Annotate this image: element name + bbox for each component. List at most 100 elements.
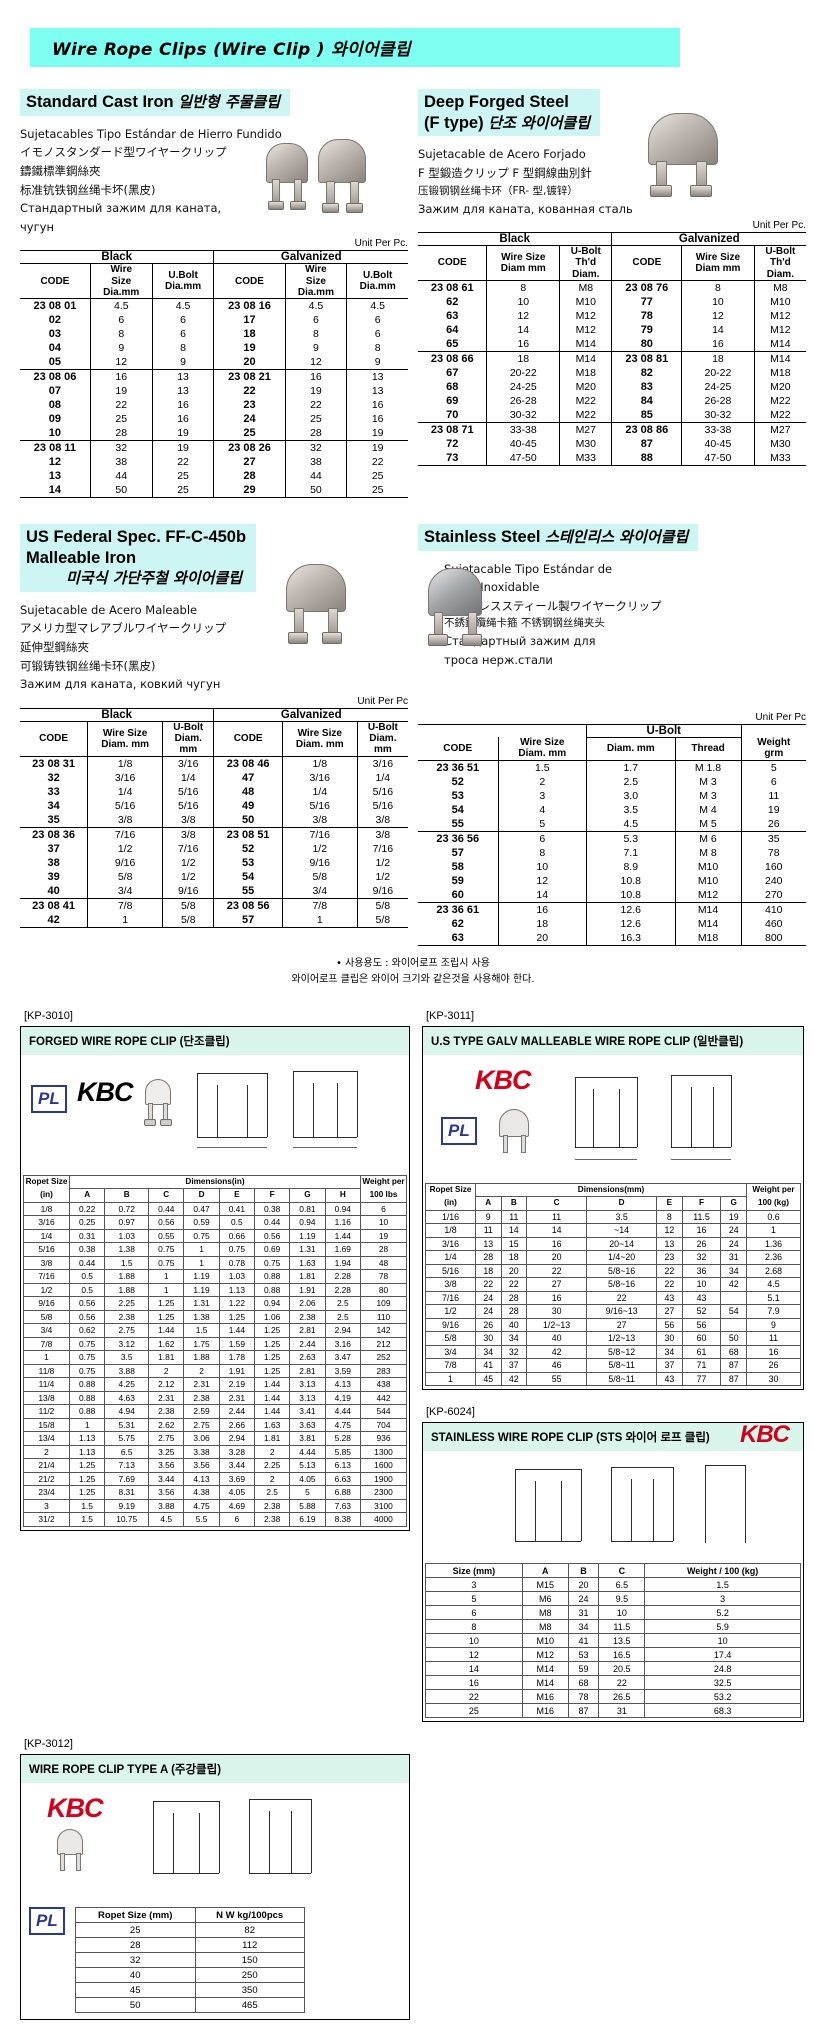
cell-size: 23/4 — [23, 1485, 70, 1500]
cell-value: 1.25 — [218, 1309, 256, 1325]
table-row: 7/8 41 37 46 5/8~11 37 71 87 26 — [425, 1358, 801, 1373]
cell-value: 6.19 — [289, 1512, 326, 1527]
table-row: 31/2 1.5 10.75 4.5 5.5 6 2.38 6.19 8.38 4000 — [23, 1512, 407, 1527]
cell-value: 32.5 — [644, 1675, 801, 1691]
cell-value: 5 — [497, 816, 587, 832]
cell-value: 442 — [360, 1390, 407, 1406]
cell-code: 72 — [446, 437, 459, 450]
cell-value: 1.25 — [148, 1309, 185, 1325]
cell-value: 3/8 — [162, 812, 214, 827]
cell-value: 13 — [151, 368, 214, 384]
cell-code: 03 — [48, 327, 62, 340]
cell-value: 800 — [740, 930, 806, 946]
cell-value: 18 — [500, 1250, 528, 1265]
cell-code: 23 08 61 — [430, 281, 474, 294]
cell-value: 45 — [74, 1982, 196, 1999]
cell-value: 6.5 — [104, 1444, 150, 1460]
cell-value: M12 — [753, 308, 806, 323]
cell-value: 1.25 — [253, 1323, 291, 1338]
col-header: C — [526, 1196, 588, 1211]
cell-value: 23 — [213, 397, 285, 412]
cell-value: 18 — [486, 350, 560, 366]
col-header: Ropet Size (mm) — [74, 1907, 196, 1924]
table-row: 5/8 30 34 40 1/2~13 30 60 50 11 — [425, 1331, 801, 1346]
cell-value: 25 — [89, 411, 153, 426]
cell-value: 22 — [526, 1263, 588, 1279]
cell-value: 2.38 — [289, 1309, 326, 1325]
cell-value: 5.2 — [644, 1605, 801, 1621]
drawing-code: [KP-6024] — [426, 1406, 475, 1419]
cell-value: 150 — [194, 1952, 305, 1969]
cell-size: 15/8 — [23, 1417, 70, 1433]
cell-value: 28 — [475, 1250, 502, 1265]
cell-value: 4.75 — [324, 1417, 362, 1433]
section-title-block: Deep Forged Steel (F type) 단조 와이어클립 — [418, 89, 601, 137]
cell-value: 1.5 — [644, 1577, 801, 1593]
drawing-title: FORGED WIRE ROPE CLIP (단조클립) — [21, 1026, 409, 1055]
cell-value: 78 — [611, 308, 682, 323]
col-header: B — [104, 1188, 150, 1203]
cell-value: 31 — [720, 1250, 747, 1265]
cell-value: 250 — [194, 1967, 305, 1984]
cell-value: 22 — [89, 397, 153, 412]
cell-value: 47-50 — [486, 450, 560, 466]
cell-value: 9/16 — [87, 855, 163, 870]
cell-value: 1.88 — [104, 1282, 150, 1298]
cell-value: 3.25 — [148, 1444, 185, 1460]
cell-value: 1.94 — [324, 1255, 362, 1271]
drawing-row-1: [KP-3010] FORGED WIRE ROPE CLIP (단조클립) P… — [20, 994, 806, 1723]
drawing-box: U.S TYPE GALV MALLEABLE WIRE ROPE CLIP (… — [422, 1025, 804, 1391]
table-body: 1/8 0.22 0.72 0.44 0.47 0.41 0.38 0.81 0.94 6 3/16… — [23, 1201, 407, 1527]
cell-value: 0.75 — [253, 1255, 291, 1271]
cell-value: 3/16 — [356, 756, 408, 771]
cell-size: 9/16 — [425, 1317, 476, 1333]
cell-value: 1/4 — [87, 784, 163, 799]
cell-value: 8 — [497, 845, 587, 860]
col-header: Size (mm) — [425, 1563, 523, 1579]
cell-value: 1.03 — [218, 1269, 256, 1284]
cell-value: 2.38 — [253, 1512, 291, 1527]
sts-col-headers: Size (mm) A B C Weight / 100 (kg) — [425, 1563, 801, 1579]
cell-value: 80 — [611, 336, 682, 352]
cell-value: 7/16 — [87, 826, 163, 842]
table-row: 13 44 25 28 44 25 — [20, 468, 408, 483]
cell-value: 31 — [567, 1605, 600, 1621]
cell-value: 0.94 — [289, 1215, 326, 1230]
cell-value: 55 — [526, 1371, 588, 1387]
cell-value: 1.63 — [253, 1417, 291, 1433]
cell-value: 1 — [746, 1223, 801, 1238]
table-row: 1/8 11 14 14 ~14 12 16 24 1 — [425, 1223, 801, 1238]
cell-value: 16.5 — [598, 1647, 646, 1663]
drawing-title: U.S TYPE GALV MALLEABLE WIRE ROPE CLIP (… — [423, 1026, 803, 1055]
cell-value: 54 — [213, 869, 283, 884]
cell-value: M18 — [559, 365, 612, 380]
cell-code: 39 — [47, 870, 60, 883]
cell-value: 1/2 — [87, 841, 163, 856]
cell-value: 78 — [360, 1269, 407, 1284]
cell-value: 2.06 — [289, 1296, 326, 1311]
cell-value: 28 — [284, 425, 347, 441]
cell-value: 3/16 — [87, 770, 163, 785]
cell-value: 2.31 — [183, 1377, 220, 1392]
col-header: U.Bolt Dia.mm — [346, 263, 408, 299]
cell-value: 1.19 — [183, 1269, 220, 1284]
cell-value: 53 — [567, 1647, 600, 1663]
table-body: 23 08 61 8 M8 23 08 76 8 M8 62 10 M10 77 10 M10 63 12… — [418, 280, 806, 466]
cell-value: 19 — [89, 383, 153, 398]
unit-note: Unit Per Pc. — [354, 238, 408, 250]
section-title-kr: 일반형 주물클립 — [178, 93, 281, 111]
col-header: Wire Size Diam. mm — [497, 737, 587, 761]
drawing-figure: KBC PL — [423, 1054, 803, 1183]
cell-value: 283 — [360, 1363, 407, 1379]
desc-line: アメリカ型マレアブルワイヤークリップ — [20, 621, 227, 636]
cell-value: 11.5 — [681, 1209, 722, 1225]
cell-value: 55 — [213, 883, 283, 898]
cell-value: M18 — [753, 365, 806, 380]
col-header: Wire Size Diam. mm — [87, 721, 163, 757]
cell-value: 25 — [284, 411, 347, 426]
cell-value: 4.5 — [586, 816, 676, 832]
product-photo-stainless-steel — [406, 558, 526, 668]
cell-value: 50 — [74, 1997, 196, 2014]
cell-value: 16 — [151, 411, 214, 426]
col-header: Thread — [674, 737, 742, 761]
